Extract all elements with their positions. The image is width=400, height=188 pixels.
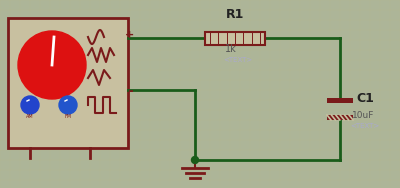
Circle shape xyxy=(18,31,86,99)
Bar xyxy=(205,32,265,45)
Bar xyxy=(327,98,353,103)
Text: +: + xyxy=(125,30,135,40)
Text: FM: FM xyxy=(64,114,72,119)
Circle shape xyxy=(21,96,39,114)
Text: C1: C1 xyxy=(356,92,374,105)
Circle shape xyxy=(59,96,77,114)
Text: <TEXT>: <TEXT> xyxy=(350,123,379,129)
Bar xyxy=(327,115,353,120)
Text: -: - xyxy=(127,84,133,98)
Text: 1k: 1k xyxy=(225,44,237,54)
Text: R1: R1 xyxy=(226,8,244,21)
Text: <TEXT>: <TEXT> xyxy=(223,57,252,63)
Bar xyxy=(8,18,128,148)
Text: AM: AM xyxy=(26,114,34,119)
Text: 10uF: 10uF xyxy=(352,111,374,120)
Circle shape xyxy=(192,156,198,164)
